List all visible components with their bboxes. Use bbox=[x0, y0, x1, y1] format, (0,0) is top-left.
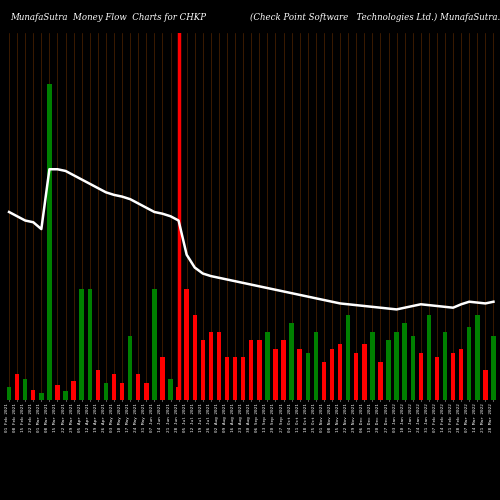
Bar bbox=[64, 392, 68, 400]
Bar bbox=[298, 348, 302, 400]
Bar bbox=[410, 336, 415, 400]
Bar bbox=[88, 289, 92, 400]
Bar bbox=[225, 358, 229, 400]
Bar bbox=[23, 378, 28, 400]
Bar bbox=[378, 362, 382, 400]
Bar bbox=[426, 314, 431, 400]
Bar bbox=[322, 362, 326, 400]
Bar bbox=[241, 358, 246, 400]
Bar bbox=[402, 323, 407, 400]
Bar bbox=[56, 384, 60, 400]
Bar bbox=[160, 358, 164, 400]
Bar bbox=[136, 374, 140, 400]
Bar bbox=[233, 358, 237, 400]
Bar bbox=[467, 328, 471, 400]
Bar bbox=[451, 353, 456, 400]
Text: (Check Point Software   Technologies Ltd.) MunafaSutra.com: (Check Point Software Technologies Ltd.)… bbox=[250, 12, 500, 22]
Bar bbox=[282, 340, 286, 400]
Bar bbox=[112, 374, 116, 400]
Bar bbox=[72, 381, 76, 400]
Bar bbox=[168, 378, 172, 400]
Bar bbox=[459, 348, 464, 400]
Bar bbox=[200, 340, 205, 400]
Bar bbox=[192, 314, 197, 400]
Bar bbox=[362, 344, 366, 400]
Bar bbox=[7, 387, 12, 400]
Bar bbox=[354, 353, 358, 400]
Bar bbox=[216, 332, 221, 400]
Bar bbox=[338, 344, 342, 400]
Bar bbox=[144, 383, 148, 400]
Bar bbox=[257, 340, 262, 400]
Bar bbox=[128, 336, 132, 400]
Bar bbox=[184, 289, 189, 400]
Bar bbox=[120, 383, 124, 400]
Bar bbox=[15, 374, 20, 400]
Bar bbox=[443, 332, 447, 400]
Bar bbox=[386, 340, 390, 400]
Bar bbox=[483, 370, 488, 400]
Bar bbox=[80, 289, 84, 400]
Bar bbox=[491, 336, 496, 400]
Bar bbox=[104, 383, 108, 400]
Bar bbox=[152, 289, 156, 400]
Bar bbox=[346, 314, 350, 400]
Bar bbox=[274, 348, 278, 400]
Bar bbox=[249, 340, 254, 400]
Bar bbox=[265, 332, 270, 400]
Bar bbox=[96, 370, 100, 400]
Text: MunafaSutra  Money Flow  Charts for CHKP: MunafaSutra Money Flow Charts for CHKP bbox=[10, 12, 206, 22]
Bar bbox=[31, 390, 36, 400]
Bar bbox=[290, 323, 294, 400]
Bar bbox=[434, 358, 439, 400]
Bar bbox=[39, 393, 44, 400]
Bar bbox=[475, 314, 480, 400]
Bar bbox=[176, 387, 181, 400]
Bar bbox=[370, 332, 374, 400]
Bar bbox=[330, 348, 334, 400]
Bar bbox=[314, 332, 318, 400]
Bar bbox=[394, 332, 399, 400]
Bar bbox=[208, 332, 213, 400]
Bar bbox=[47, 84, 52, 400]
Bar bbox=[418, 353, 423, 400]
Bar bbox=[306, 353, 310, 400]
